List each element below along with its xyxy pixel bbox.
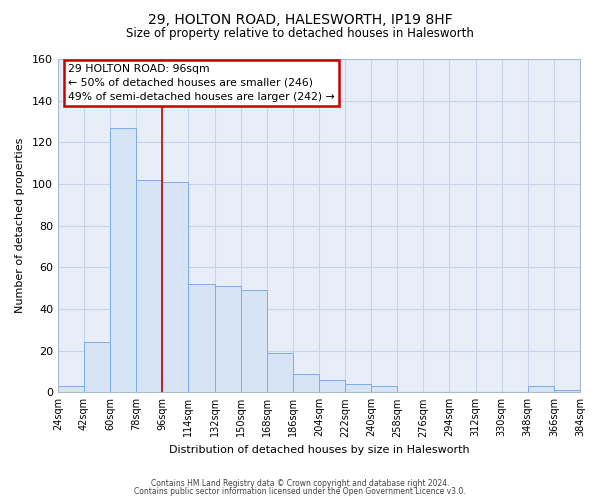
Text: Contains HM Land Registry data © Crown copyright and database right 2024.: Contains HM Land Registry data © Crown c… [151, 478, 449, 488]
Text: 29, HOLTON ROAD, HALESWORTH, IP19 8HF: 29, HOLTON ROAD, HALESWORTH, IP19 8HF [148, 12, 452, 26]
Bar [319, 380, 345, 392]
Text: 29 HOLTON ROAD: 96sqm
← 50% of detached houses are smaller (246)
49% of semi-det: 29 HOLTON ROAD: 96sqm ← 50% of detached … [68, 64, 335, 102]
Bar [215, 286, 241, 393]
Text: Size of property relative to detached houses in Halesworth: Size of property relative to detached ho… [126, 28, 474, 40]
Y-axis label: Number of detached properties: Number of detached properties [15, 138, 25, 314]
Text: Contains public sector information licensed under the Open Government Licence v3: Contains public sector information licen… [134, 487, 466, 496]
Bar [528, 386, 554, 392]
Bar [136, 180, 163, 392]
Bar [163, 182, 188, 392]
Bar [580, 390, 600, 392]
Bar [241, 290, 267, 392]
Bar [554, 390, 580, 392]
Bar [371, 386, 397, 392]
Bar [345, 384, 371, 392]
Bar [110, 128, 136, 392]
X-axis label: Distribution of detached houses by size in Halesworth: Distribution of detached houses by size … [169, 445, 469, 455]
Bar [84, 342, 110, 392]
Bar [188, 284, 215, 393]
Bar [267, 352, 293, 393]
Bar [293, 374, 319, 392]
Bar [58, 386, 84, 392]
